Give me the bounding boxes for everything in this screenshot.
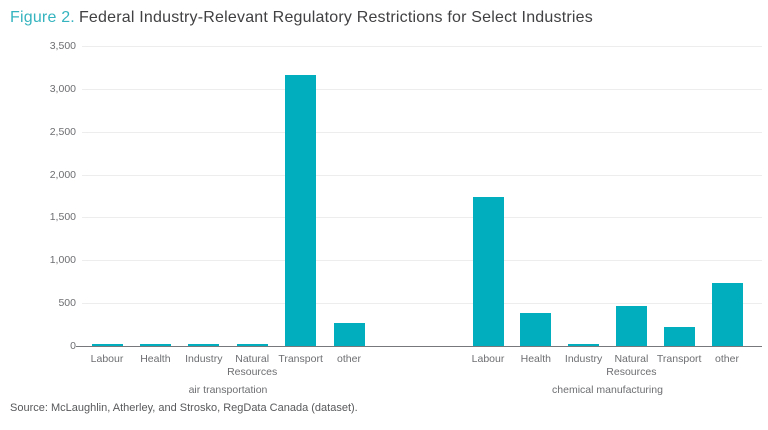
category-label-chemical-manufacturing-health: Health bbox=[520, 353, 551, 365]
source-note: Source: McLaughlin, Atherley, and Strosk… bbox=[10, 402, 358, 414]
bar-chemical-manufacturing-labour bbox=[472, 196, 504, 346]
category-label-air-transportation-industry: Industry bbox=[185, 353, 223, 365]
category-label-air-transportation-other: other bbox=[337, 353, 361, 365]
category-label-air-transportation-transport: Transport bbox=[278, 353, 323, 365]
bar-air-transportation-industry bbox=[188, 344, 220, 346]
gridline-3-500 bbox=[82, 46, 762, 47]
gridline-3-000 bbox=[82, 88, 762, 90]
bar-air-transportation-other bbox=[333, 323, 365, 346]
plot-area bbox=[76, 46, 762, 347]
y-axis-tick-500: 500 bbox=[58, 297, 76, 310]
gridline-2-500 bbox=[82, 131, 762, 133]
y-axis-tick-2-000: 2,000 bbox=[49, 168, 76, 181]
bar-chemical-manufacturing-industry bbox=[568, 344, 600, 346]
chart-title: Figure 2. Federal Industry-Relevant Regul… bbox=[10, 9, 593, 27]
category-label-chemical-manufacturing-industry: Industry bbox=[564, 353, 603, 365]
y-axis-tick-1-500: 1,500 bbox=[49, 211, 76, 224]
category-label-chemical-manufacturing-other: other bbox=[715, 353, 739, 365]
gridline-1-000 bbox=[82, 260, 762, 262]
y-axis-tick-3-500: 3,500 bbox=[49, 40, 76, 52]
bar-chemical-manufacturing-other bbox=[711, 283, 743, 346]
chart-title-text: Federal Industry-Relevant Regulatory Res… bbox=[78, 9, 593, 26]
bar-chemical-manufacturing-health bbox=[520, 313, 552, 346]
category-label-chemical-manufacturing-natural-resources: Natural Resources bbox=[606, 353, 657, 378]
category-label-air-transportation-natural-resources: Natural Resources bbox=[227, 353, 278, 378]
gridline-500 bbox=[82, 303, 762, 305]
x-axis-baseline bbox=[76, 346, 762, 347]
category-label-chemical-manufacturing-transport: Transport bbox=[656, 353, 702, 365]
category-label-chemical-manufacturing-labour: Labour bbox=[471, 353, 505, 365]
bar-air-transportation-labour bbox=[91, 344, 123, 346]
group-label-air-transportation: air transportation bbox=[188, 384, 268, 396]
bar-air-transportation-natural-resources bbox=[236, 344, 268, 346]
y-axis-tick-3-000: 3,000 bbox=[49, 82, 76, 95]
y-axis-tick-1-000: 1,000 bbox=[49, 254, 76, 267]
gridline-2-000 bbox=[82, 174, 762, 176]
gridline-1-500 bbox=[82, 217, 762, 219]
bar-chemical-manufacturing-natural-resources bbox=[615, 306, 647, 346]
category-label-air-transportation-labour: Labour bbox=[90, 353, 124, 365]
bar-air-transportation-transport bbox=[285, 75, 317, 346]
figure-number-label: Figure 2. bbox=[10, 9, 75, 26]
bar-chemical-manufacturing-transport bbox=[663, 326, 695, 346]
y-axis-tick-2-500: 2,500 bbox=[49, 125, 76, 138]
group-label-chemical-manufacturing: chemical manufacturing bbox=[552, 384, 663, 396]
bar-air-transportation-health bbox=[139, 343, 171, 346]
category-label-air-transportation-health: Health bbox=[140, 353, 171, 365]
y-axis-tick-0: 0 bbox=[70, 340, 76, 352]
